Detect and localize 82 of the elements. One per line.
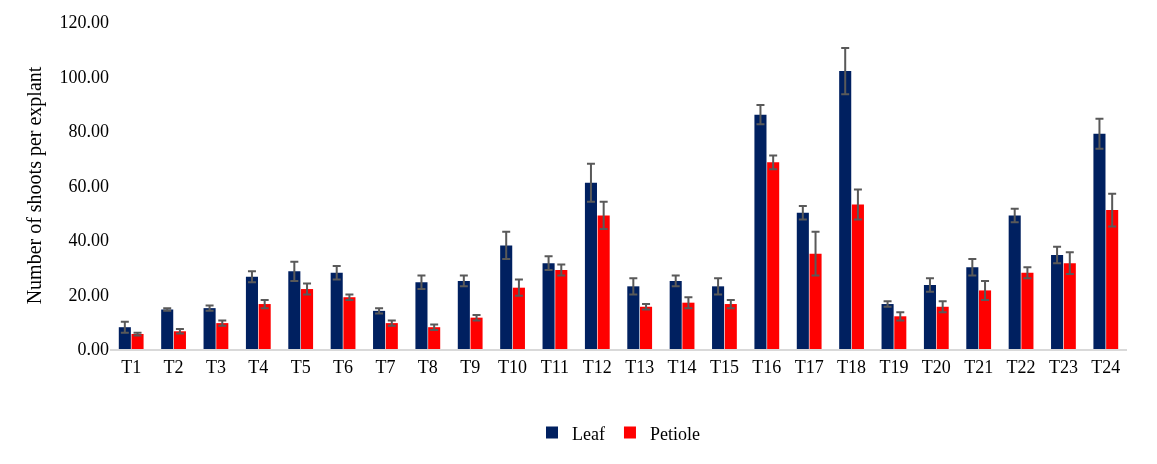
x-tick-label: T10	[498, 356, 528, 377]
y-tick-label: 0.00	[77, 339, 109, 360]
bar	[373, 310, 386, 349]
bar	[301, 289, 314, 349]
x-tick-label: T11	[540, 356, 570, 377]
bar	[1008, 215, 1021, 349]
x-tick-label: T5	[290, 356, 311, 377]
bar	[245, 276, 258, 349]
bar	[809, 253, 822, 349]
bar	[470, 317, 483, 349]
bar	[1051, 254, 1064, 349]
x-tick-label: T3	[205, 356, 226, 377]
bar	[851, 204, 864, 349]
bar	[597, 215, 610, 349]
y-tick-label: 40.00	[68, 230, 109, 251]
y-tick-label: 120.00	[59, 12, 109, 33]
bar	[979, 290, 992, 349]
x-tick-label: T18	[837, 356, 867, 377]
bar	[173, 331, 186, 349]
x-tick-label: T2	[163, 356, 184, 377]
bar	[767, 162, 780, 349]
y-tick-label: 100.00	[59, 66, 109, 87]
x-tick-label: T12	[582, 356, 612, 377]
bar	[966, 267, 979, 349]
bar	[754, 114, 767, 349]
bar	[161, 309, 174, 349]
y-tick-label: 20.00	[68, 284, 109, 305]
bar	[640, 306, 653, 349]
legend-label: Leaf	[572, 423, 605, 444]
bar	[203, 308, 216, 349]
bar	[428, 327, 441, 349]
bar	[724, 304, 737, 349]
x-tick-label: T19	[879, 356, 909, 377]
bar	[936, 306, 949, 349]
y-axis-title: Number of shoots per explant	[23, 66, 46, 305]
x-tick-label: T16	[752, 356, 782, 377]
bar	[216, 323, 229, 349]
bar	[669, 280, 682, 349]
x-tick-label: T1	[121, 356, 142, 377]
x-tick-label: T24	[1091, 356, 1121, 377]
x-tick-label: T23	[1048, 356, 1078, 377]
bar	[542, 263, 555, 349]
bar	[923, 284, 936, 349]
bar	[555, 269, 568, 349]
y-tick-label: 60.00	[68, 175, 109, 196]
bar	[330, 272, 343, 349]
bar	[131, 334, 144, 349]
bar	[1021, 272, 1034, 349]
x-tick-label: T7	[375, 356, 396, 377]
bar	[1093, 133, 1106, 349]
bar	[457, 280, 470, 349]
bar	[258, 304, 271, 349]
bar	[839, 71, 852, 349]
bar	[500, 245, 513, 349]
y-tick-label: 80.00	[68, 121, 109, 142]
bar	[1106, 210, 1119, 349]
bar	[894, 316, 907, 349]
x-tick-label: T22	[1006, 356, 1036, 377]
bar	[627, 286, 640, 349]
bar	[118, 327, 131, 349]
bar	[1063, 263, 1076, 349]
x-tick-label: T17	[794, 356, 824, 377]
x-tick-label: T13	[625, 356, 655, 377]
legend-label: Petiole	[649, 423, 700, 444]
bar	[584, 182, 597, 349]
x-tick-label: T14	[667, 356, 697, 377]
x-tick-label: T9	[460, 356, 481, 377]
bar	[343, 297, 356, 349]
x-tick-label: T21	[964, 356, 994, 377]
bar	[881, 304, 894, 349]
bar	[682, 302, 695, 349]
x-tick-label: T6	[333, 356, 354, 377]
bar	[796, 212, 809, 349]
x-tick-label: T8	[417, 356, 438, 377]
bar	[385, 323, 398, 349]
bar	[415, 282, 428, 349]
x-tick-label: T4	[248, 356, 269, 377]
x-tick-label: T15	[709, 356, 739, 377]
bar	[512, 287, 525, 349]
x-tick-label: T20	[921, 356, 951, 377]
bar	[288, 271, 301, 349]
bar	[712, 286, 725, 349]
